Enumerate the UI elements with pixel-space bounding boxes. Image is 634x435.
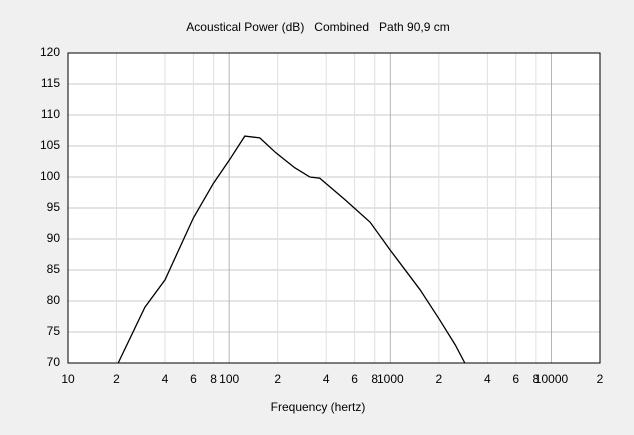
x-tick-label: 8 [371,372,378,386]
x-tick-label: 4 [484,372,491,386]
y-tick-label: 95 [47,200,61,214]
y-tick-label: 115 [41,76,60,90]
x-tick-label: 8 [533,372,540,386]
y-tick-label: 105 [40,138,60,152]
x-tick-label: 6 [351,372,358,386]
x-tick-label: 6 [190,372,197,386]
x-axis-label: Frequency (hertz) [271,400,366,414]
y-tick-label: 75 [47,324,61,338]
x-tick-label: 2 [435,372,442,386]
chart-title: Acoustical Power (dB) Combined Path 90,9… [186,20,449,34]
y-tick-label: 70 [47,355,61,369]
y-tick-label: 85 [47,262,61,276]
x-tick-label: 6 [512,372,519,386]
y-tick-label: 80 [47,293,61,307]
x-tick-label: 1000 [377,372,404,386]
y-tick-label: 90 [47,231,61,245]
plot-border [67,52,601,364]
x-tick-label: 100 [219,372,239,386]
x-tick-label: 2 [113,372,120,386]
y-tick-label: 100 [40,169,60,183]
x-tick-label: 10000 [535,372,569,386]
y-tick-label: 110 [41,107,60,121]
x-tick-label: 2 [597,372,604,386]
x-tick-label: 2 [274,372,281,386]
series-line [117,135,466,364]
x-tick-label: 4 [323,372,330,386]
x-tick-label: 10 [61,372,75,386]
x-tick-label: 8 [210,372,217,386]
x-tick-label: 4 [162,372,169,386]
y-tick-label: 120 [40,45,60,59]
